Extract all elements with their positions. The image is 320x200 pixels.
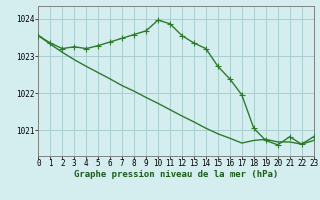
X-axis label: Graphe pression niveau de la mer (hPa): Graphe pression niveau de la mer (hPa) xyxy=(74,170,278,179)
